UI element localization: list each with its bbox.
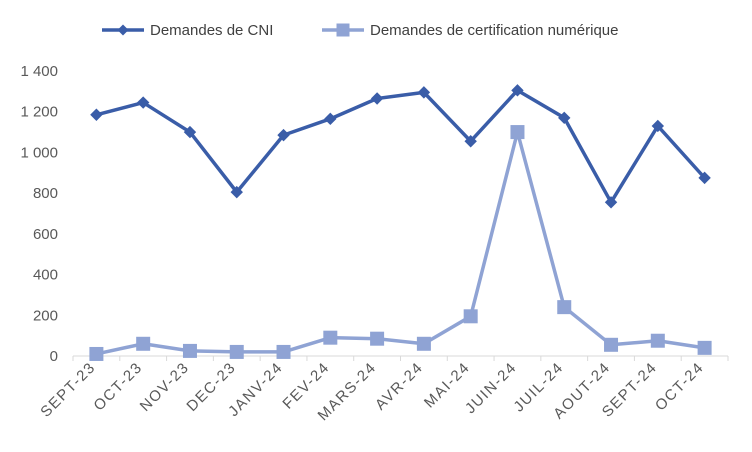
data-point — [324, 112, 337, 126]
data-point — [464, 135, 477, 148]
x-tick-label: NOV-23 — [137, 359, 193, 415]
data-point — [277, 128, 290, 142]
data-point — [182, 343, 197, 358]
data-point — [183, 125, 197, 139]
series-line — [94, 88, 707, 205]
x-tick-label: SEPT-23 — [37, 359, 99, 421]
data-point — [557, 300, 572, 315]
data-point — [463, 309, 478, 324]
series-line — [94, 130, 707, 356]
data-point — [90, 108, 103, 121]
legend-label: Demandes de CNI — [150, 22, 273, 39]
x-tick-label: JUIN-24 — [462, 359, 520, 417]
data-point — [511, 84, 524, 97]
data-point — [604, 337, 619, 352]
series-2 — [89, 125, 712, 361]
legend-label: Demandes de certification numérique — [370, 22, 618, 39]
data-point — [89, 346, 104, 361]
legend-item-2: Demandes de certification numérique — [322, 22, 618, 39]
data-point — [650, 333, 665, 348]
data-point — [510, 125, 525, 140]
legend-marker-square — [336, 23, 350, 37]
data-point — [416, 336, 431, 351]
data-point — [229, 344, 244, 359]
y-tick-label: 1 200 — [20, 104, 58, 121]
data-point — [651, 119, 665, 133]
y-tick-label: 200 — [33, 307, 58, 324]
y-tick-label: 1 400 — [20, 63, 58, 80]
data-point — [417, 86, 431, 99]
data-point — [230, 185, 243, 199]
data-point — [697, 340, 712, 355]
y-tick-label: 800 — [33, 185, 58, 202]
data-point — [323, 330, 338, 345]
data-point — [698, 171, 711, 185]
y-tick-label: 600 — [33, 226, 58, 243]
data-point — [558, 111, 571, 125]
legend: Demandes de CNI Demandes de certification… — [102, 22, 618, 39]
data-point — [604, 196, 618, 209]
series-1 — [90, 84, 711, 209]
legend-item-1: Demandes de CNI — [102, 22, 273, 39]
y-tick-label: 1 000 — [20, 144, 58, 161]
data-point — [370, 331, 385, 346]
data-point — [276, 344, 291, 359]
x-tick-label: AVR-24 — [372, 359, 427, 414]
data-point — [136, 96, 150, 109]
y-tick-label: 0 — [50, 348, 58, 365]
series-layer — [89, 84, 712, 361]
legend-marker-diamond — [117, 24, 129, 36]
data-point — [370, 92, 384, 105]
x-tick-label: OCT-24 — [652, 359, 708, 415]
data-point — [136, 336, 151, 351]
y-tick-label: 400 — [33, 267, 58, 284]
x-tick-label: OCT-23 — [90, 359, 146, 415]
